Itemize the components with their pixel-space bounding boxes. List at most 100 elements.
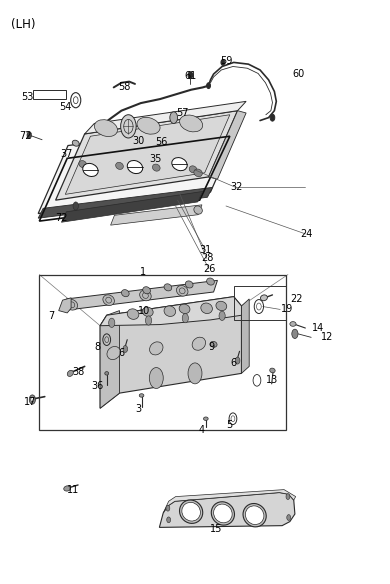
Ellipse shape bbox=[143, 287, 151, 294]
Polygon shape bbox=[85, 102, 246, 134]
Polygon shape bbox=[100, 297, 241, 408]
Ellipse shape bbox=[149, 342, 163, 355]
Polygon shape bbox=[111, 205, 202, 225]
Text: 37: 37 bbox=[60, 149, 73, 159]
Text: 57: 57 bbox=[176, 108, 189, 118]
Ellipse shape bbox=[243, 503, 266, 527]
Text: 32: 32 bbox=[230, 182, 243, 192]
Text: 10: 10 bbox=[138, 305, 150, 315]
Polygon shape bbox=[100, 311, 119, 408]
Polygon shape bbox=[38, 187, 213, 218]
Ellipse shape bbox=[83, 164, 98, 176]
Text: 36: 36 bbox=[91, 381, 103, 391]
Circle shape bbox=[182, 314, 188, 323]
Circle shape bbox=[123, 346, 128, 353]
Ellipse shape bbox=[164, 306, 176, 317]
Text: 6: 6 bbox=[119, 348, 124, 358]
Ellipse shape bbox=[270, 368, 275, 373]
Circle shape bbox=[221, 60, 225, 65]
Ellipse shape bbox=[137, 117, 160, 134]
Ellipse shape bbox=[79, 161, 87, 168]
Text: 72: 72 bbox=[55, 213, 67, 223]
Text: 31: 31 bbox=[200, 245, 212, 255]
Ellipse shape bbox=[105, 371, 109, 375]
Text: 4: 4 bbox=[199, 425, 205, 435]
Polygon shape bbox=[160, 492, 295, 527]
Ellipse shape bbox=[121, 290, 129, 297]
Ellipse shape bbox=[116, 162, 123, 169]
Circle shape bbox=[188, 363, 202, 384]
Text: (LH): (LH) bbox=[11, 18, 35, 31]
Ellipse shape bbox=[201, 303, 213, 314]
Polygon shape bbox=[209, 110, 246, 179]
Ellipse shape bbox=[67, 370, 73, 377]
Text: 11: 11 bbox=[67, 485, 79, 495]
Circle shape bbox=[145, 316, 152, 325]
Circle shape bbox=[167, 517, 170, 523]
Ellipse shape bbox=[211, 502, 234, 525]
Circle shape bbox=[235, 357, 240, 364]
Ellipse shape bbox=[179, 304, 190, 314]
Text: 19: 19 bbox=[281, 304, 293, 314]
Text: 9: 9 bbox=[209, 342, 215, 352]
Text: 22: 22 bbox=[290, 294, 303, 304]
Ellipse shape bbox=[103, 295, 114, 305]
Ellipse shape bbox=[261, 295, 268, 301]
Polygon shape bbox=[59, 298, 71, 313]
Circle shape bbox=[170, 112, 177, 123]
Ellipse shape bbox=[172, 158, 187, 171]
Text: 30: 30 bbox=[133, 136, 145, 146]
Ellipse shape bbox=[64, 486, 71, 491]
Polygon shape bbox=[56, 110, 238, 200]
Ellipse shape bbox=[192, 337, 206, 350]
Ellipse shape bbox=[245, 506, 264, 524]
Circle shape bbox=[109, 318, 115, 328]
Circle shape bbox=[287, 515, 291, 520]
Circle shape bbox=[219, 311, 225, 321]
Circle shape bbox=[166, 505, 170, 511]
Ellipse shape bbox=[72, 140, 79, 146]
Circle shape bbox=[121, 114, 136, 138]
Text: 6: 6 bbox=[230, 358, 237, 368]
Text: 8: 8 bbox=[94, 342, 101, 352]
Ellipse shape bbox=[185, 281, 193, 288]
Ellipse shape bbox=[182, 502, 200, 521]
Polygon shape bbox=[61, 192, 203, 223]
Text: 24: 24 bbox=[300, 229, 313, 239]
Circle shape bbox=[207, 83, 211, 89]
Text: 13: 13 bbox=[266, 376, 278, 385]
Ellipse shape bbox=[140, 290, 151, 301]
Ellipse shape bbox=[139, 394, 144, 397]
Text: 14: 14 bbox=[312, 323, 324, 333]
Ellipse shape bbox=[107, 346, 121, 360]
Text: 59: 59 bbox=[221, 55, 233, 65]
Polygon shape bbox=[163, 489, 296, 513]
Text: 54: 54 bbox=[59, 102, 71, 112]
Text: 53: 53 bbox=[21, 92, 34, 102]
Text: 26: 26 bbox=[204, 264, 216, 274]
Bar bbox=[234, 286, 286, 320]
Polygon shape bbox=[100, 297, 241, 326]
Ellipse shape bbox=[94, 120, 117, 137]
Text: 28: 28 bbox=[201, 253, 214, 263]
Text: 5: 5 bbox=[226, 419, 232, 429]
Circle shape bbox=[188, 72, 193, 79]
Text: 17: 17 bbox=[24, 398, 37, 408]
Circle shape bbox=[27, 131, 32, 138]
Polygon shape bbox=[65, 114, 230, 194]
Ellipse shape bbox=[142, 307, 153, 317]
Ellipse shape bbox=[127, 309, 139, 319]
Ellipse shape bbox=[194, 169, 202, 177]
Polygon shape bbox=[62, 280, 218, 311]
Text: 56: 56 bbox=[155, 137, 167, 147]
Circle shape bbox=[73, 202, 78, 210]
Text: 58: 58 bbox=[118, 82, 131, 92]
Circle shape bbox=[286, 493, 290, 499]
Text: 38: 38 bbox=[72, 367, 84, 377]
Ellipse shape bbox=[210, 342, 217, 347]
Ellipse shape bbox=[216, 301, 227, 311]
Text: 60: 60 bbox=[292, 69, 305, 79]
Ellipse shape bbox=[214, 504, 232, 523]
Circle shape bbox=[149, 367, 163, 388]
Circle shape bbox=[31, 397, 34, 402]
